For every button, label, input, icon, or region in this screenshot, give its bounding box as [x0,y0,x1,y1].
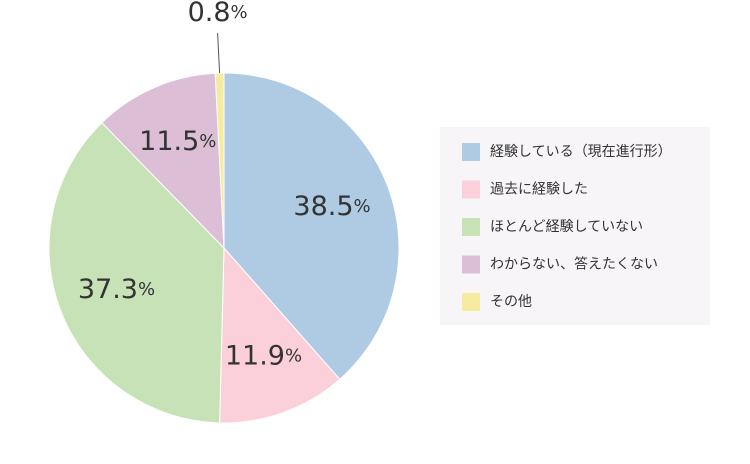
legend-label: わからない、答えたくない [490,256,658,273]
pie-slice [48,122,225,424]
legend-label: 過去に経験した [490,182,588,198]
value-label: 38.5% [293,191,370,222]
pie-slice [101,72,225,250]
legend-label: 経験している（現在進行形） [490,144,672,160]
value-label: 11.5% [139,126,216,157]
value-label: 37.3% [78,274,155,305]
legend-swatch [462,143,480,161]
leader-line [217,33,221,74]
value-label: 11.9% [225,340,302,371]
legend-swatch [462,255,480,274]
value-label: 0.8% [188,0,248,28]
pie-slice [223,72,400,380]
pie-slice [219,246,341,424]
legend-swatch [462,180,480,199]
legend-box [440,127,710,325]
legend-swatch [462,293,480,311]
legend-label: その他 [490,294,532,310]
legend-swatch [462,218,480,236]
legend-label: ほとんど経験していない [490,219,643,235]
